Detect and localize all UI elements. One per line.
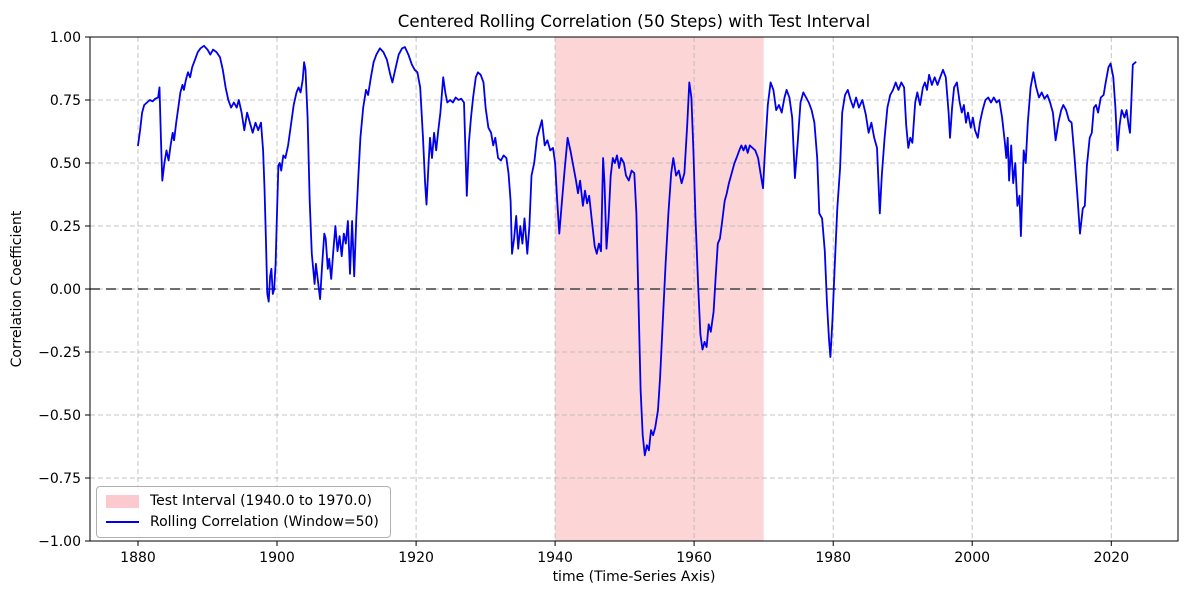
legend-item-rolling-correlation: Rolling Correlation (Window=50) xyxy=(106,514,379,530)
legend-label-test-interval: Test Interval (1940.0 to 1970.0) xyxy=(150,493,372,509)
x-tick-label: 1980 xyxy=(815,550,851,566)
y-axis-label: Correlation Coefficient xyxy=(9,210,25,368)
y-tick-label: −0.25 xyxy=(38,345,81,361)
x-tick-label: 1960 xyxy=(676,550,712,566)
y-tick-label: 0.75 xyxy=(50,93,81,109)
y-tick-label: 1.00 xyxy=(50,30,81,46)
y-tick-label: 0.00 xyxy=(50,282,81,298)
x-tick-label: 1900 xyxy=(259,550,295,566)
x-tick-label: 1940 xyxy=(537,550,573,566)
y-tick-label: 0.25 xyxy=(50,219,81,235)
legend-label-rolling-correlation: Rolling Correlation (Window=50) xyxy=(150,514,379,530)
rolling-correlation-swatch xyxy=(106,521,139,523)
x-tick-label: 1880 xyxy=(120,550,156,566)
correlation-line xyxy=(137,44,1137,457)
legend: Test Interval (1940.0 to 1970.0) Rolling… xyxy=(96,486,391,538)
x-tick-label: 1920 xyxy=(398,550,434,566)
legend-item-test-interval: Test Interval (1940.0 to 1970.0) xyxy=(106,493,379,509)
y-tick-label: −0.50 xyxy=(38,408,81,424)
x-tick-label: 2000 xyxy=(954,550,990,566)
y-tick-label: −1.00 xyxy=(38,534,81,550)
x-axis-label: time (Time-Series Axis) xyxy=(552,569,716,585)
x-tick-label: 2020 xyxy=(1093,550,1129,566)
y-tick-label: 0.50 xyxy=(50,156,81,172)
chart-title: Centered Rolling Correlation (50 Steps) … xyxy=(397,12,871,31)
y-tick-label: −0.75 xyxy=(38,471,81,487)
test-interval-swatch xyxy=(106,494,139,508)
